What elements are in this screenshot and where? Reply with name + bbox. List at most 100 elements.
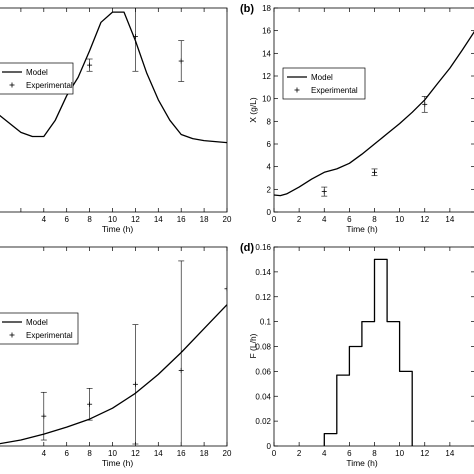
x-tick-label: 8 [372,215,377,224]
y-tick-label: 16 [262,27,271,36]
x-tick-label: 6 [347,449,352,458]
model-line [0,304,227,445]
feed-rate-step-line [323,258,413,446]
x-tick-label: 12 [131,215,140,224]
plot-frame [0,7,228,213]
experimental-point [421,96,428,113]
x-tick-label: 14 [445,449,454,458]
x-tick-label: 10 [108,449,117,458]
x-tick-label: 20 [223,449,232,458]
x-tick-label: 14 [445,215,454,224]
x-tick-label: 4 [42,449,47,458]
x-tick-label: 2 [297,449,302,458]
experimental-point [40,391,47,441]
x-axis-label: Time (h) [102,458,133,468]
plot-area [323,258,413,446]
y-tick-label: 6 [267,140,272,149]
x-tick-label: 4 [42,215,47,224]
x-tick-label: 8 [87,449,92,458]
y-tick-label: 2 [267,185,272,194]
legend-entry-experimental: Experimental [26,331,73,340]
experimental-point [321,186,328,197]
panel-letter: (d) [240,242,254,254]
y-tick-label: 10 [262,95,271,104]
y-tick-label: 0.04 [255,392,271,401]
experimental-point [371,168,378,177]
x-axis-label: Time (h) [346,224,377,234]
x-tick-label: 12 [131,449,140,458]
x-tick-label: 18 [200,449,209,458]
x-tick-label: 8 [372,449,377,458]
chart-panel-1: 4 6 8 10 12 14 16 18 20 Time (h) Model Experimental [0,7,232,234]
x-tick-label: 6 [64,215,69,224]
legend: Model Experimental [0,312,79,345]
chart-panel-4: 0 2 4 6 8 10 12 14 0 0.02 0.04 0.06 0.08 0.1 0.12 0.14 0… [240,242,474,468]
legend-entry-model: Model [26,68,48,77]
legend-entry-model: Model [26,318,48,327]
x-tick-label: 0 [272,449,277,458]
y-tick-label: 8 [267,117,272,126]
x-tick-label: 20 [223,215,232,224]
y-axis-label: F (L/h) [248,333,258,358]
x-tick-label: 14 [154,215,163,224]
y-tick-label: 0 [267,442,272,451]
experimental-point [132,324,139,445]
x-tick-label: 16 [177,215,186,224]
y-tick-label: 0.08 [255,343,271,352]
x-tick-label: 12 [420,449,429,458]
legend-entry-model: Model [311,73,333,82]
legend: Model Experimental [0,62,74,95]
x-tick-label: 14 [154,449,163,458]
experimental-point [86,387,93,421]
chart-panel-2: 0 2 4 6 8 10 12 14 0 2 4 6 8 10 12 14 16 18 Time (h) X (g/L… [240,3,474,234]
x-tick-label: 12 [420,215,429,224]
experimental-point [132,8,139,72]
model-line [274,31,474,197]
y-tick-label: 18 [262,4,271,13]
y-axis-label: X (g/L) [248,97,258,123]
y-tick-label: 14 [262,49,271,58]
x-tick-label: 8 [87,215,92,224]
plot-frame [273,7,474,213]
y-tick-label: 0.16 [255,243,271,252]
model-line [0,11,227,144]
x-tick-label: 0 [272,215,277,224]
y-tick-label: 4 [267,163,272,172]
experimental-point [178,260,185,446]
experimental-point [178,40,185,82]
y-tick-label: 0 [267,208,272,217]
experimental-point [86,58,93,72]
legend-box [282,67,366,100]
chart-panel-3: 4 6 8 10 12 14 16 18 20 Time (h) Model Experimental [0,246,232,468]
y-tick-label: 0.02 [255,417,271,426]
y-tick-label: 0.14 [255,268,271,277]
experimental-point [224,286,227,292]
x-tick-label: 2 [297,215,302,224]
plot-area [274,31,474,197]
legend-entry-experimental: Experimental [26,81,73,90]
x-tick-label: 6 [64,449,69,458]
x-axis-label: Time (h) [102,224,133,234]
x-tick-label: 6 [347,215,352,224]
y-tick-label: 0.06 [255,367,271,376]
x-tick-label: 10 [108,215,117,224]
legend-box [0,62,74,95]
x-tick-label: 10 [395,215,404,224]
y-tick-label: 12 [262,72,271,81]
legend-box [0,312,79,345]
plot-area [0,260,227,446]
plot-area [0,8,227,144]
x-tick-label: 16 [177,449,186,458]
x-tick-label: 4 [322,449,327,458]
x-tick-label: 4 [322,215,327,224]
y-tick-label: 0.12 [255,293,271,302]
legend: Model Experimental [282,67,366,100]
panel-letter: (b) [240,3,254,15]
plot-frame [0,246,228,447]
x-tick-label: 18 [200,215,209,224]
legend-entry-experimental: Experimental [311,86,358,95]
x-axis-label: Time (h) [346,458,377,468]
x-tick-label: 10 [395,449,404,458]
y-tick-label: 0.1 [260,318,272,327]
